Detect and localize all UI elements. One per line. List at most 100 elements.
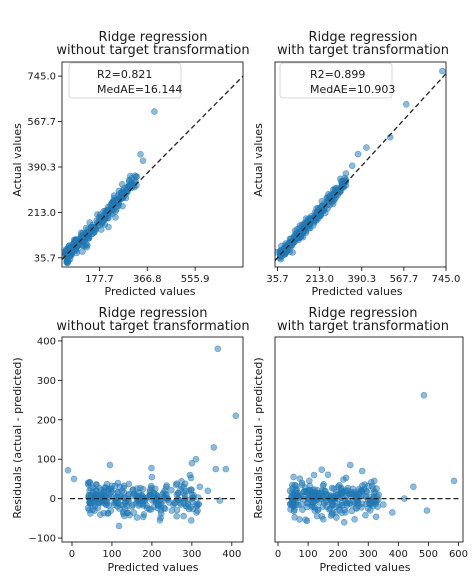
legend-line-2: MedAE=10.903: [310, 83, 395, 96]
y-tick-label: 0: [50, 494, 56, 505]
x-tick-label: 555.9: [181, 274, 210, 285]
data-point: [348, 162, 356, 170]
data-point: [70, 475, 78, 483]
panel-bottom-left: Ridge regression without target transfor…: [11, 306, 250, 574]
data-point: [127, 172, 134, 180]
y-tick-label: 390.3: [27, 162, 56, 173]
data-point: [174, 489, 182, 497]
data-point: [369, 485, 377, 493]
x-tick-label: 400: [222, 549, 241, 560]
x-tick-label: 100: [299, 549, 318, 560]
data-point: [112, 214, 119, 221]
data-point: [349, 485, 357, 493]
panel-top-left: Ridge regression without target transfor…: [11, 30, 250, 298]
legend: R2=0.821 MedAE=16.144: [68, 62, 182, 99]
data-point: [301, 219, 309, 227]
data-point: [295, 501, 302, 509]
data-point: [340, 518, 348, 526]
data-point: [359, 482, 366, 489]
data-point: [62, 249, 66, 256]
data-point: [306, 486, 314, 494]
data-point: [319, 503, 327, 510]
data-point: [157, 510, 165, 517]
data-point: [450, 477, 458, 485]
data-point: [79, 248, 86, 255]
data-point: [362, 511, 369, 519]
data-point: [288, 481, 296, 489]
data-point: [363, 144, 370, 151]
data-point: [66, 252, 73, 260]
x-tick-label: 567.7: [390, 274, 419, 285]
y-tick-label: 300: [37, 376, 56, 387]
data-point: [327, 492, 334, 499]
data-point: [137, 151, 144, 158]
data-point: [342, 474, 350, 482]
data-point: [146, 486, 154, 494]
data-point: [113, 206, 120, 213]
data-point: [358, 467, 366, 475]
data-point: [351, 515, 358, 523]
y-tick-label: 35.7: [34, 253, 56, 264]
data-point: [148, 473, 156, 481]
data-point: [188, 459, 196, 467]
data-point: [133, 514, 141, 521]
data-point: [296, 516, 303, 523]
data-point: [173, 512, 180, 520]
data-point: [177, 499, 184, 507]
data-point: [388, 509, 396, 516]
plot-area: [64, 345, 240, 530]
x-tick-label: 0: [69, 549, 75, 560]
data-point: [180, 512, 187, 520]
y-tick-label: 745.0: [27, 72, 56, 83]
data-point: [275, 248, 280, 256]
x-tick-label: 390.3: [347, 274, 376, 285]
data-point: [338, 494, 345, 501]
data-point: [342, 509, 349, 516]
legend-line-2: MedAE=16.144: [97, 83, 182, 96]
data-point: [116, 483, 124, 491]
x-tick-label: 500: [419, 549, 438, 560]
data-point: [125, 490, 133, 498]
panel-title-line-1: Ridge regression: [309, 30, 418, 45]
data-point: [336, 506, 343, 514]
data-point: [84, 479, 92, 487]
y-axis-label: Residuals (actual - predicted): [252, 357, 265, 518]
data-point: [410, 483, 417, 491]
data-point: [72, 236, 79, 243]
data-point: [107, 507, 114, 514]
plot-area: [62, 72, 243, 267]
data-point: [192, 455, 200, 463]
data-point: [168, 507, 176, 514]
data-point: [420, 391, 428, 399]
x-tick-label: 366.8: [133, 274, 162, 285]
y-tick-label: 567.7: [27, 117, 56, 128]
data-point: [187, 486, 195, 494]
data-point: [116, 494, 123, 501]
data-point: [180, 483, 188, 491]
y-axis-label: Actual values: [252, 123, 265, 197]
data-point: [130, 509, 138, 516]
data-point: [366, 493, 374, 501]
data-point: [320, 480, 328, 488]
data-point: [344, 487, 351, 495]
data-point: [370, 477, 378, 485]
x-tick-label: 300: [359, 549, 378, 560]
data-point: [313, 491, 320, 499]
data-point: [305, 477, 313, 485]
data-point: [336, 175, 344, 183]
data-point: [127, 181, 134, 188]
data-point: [232, 412, 240, 420]
data-point: [97, 511, 104, 519]
data-point: [148, 464, 155, 472]
plot-area: [275, 67, 446, 263]
x-tick-label: 745.0: [432, 274, 461, 285]
data-point: [303, 517, 311, 525]
data-point: [325, 191, 332, 198]
data-point: [186, 471, 194, 479]
y-tick-label: 100: [37, 455, 56, 466]
data-point: [122, 505, 129, 513]
data-point: [180, 489, 187, 497]
data-point: [342, 178, 350, 185]
data-point: [189, 505, 197, 513]
